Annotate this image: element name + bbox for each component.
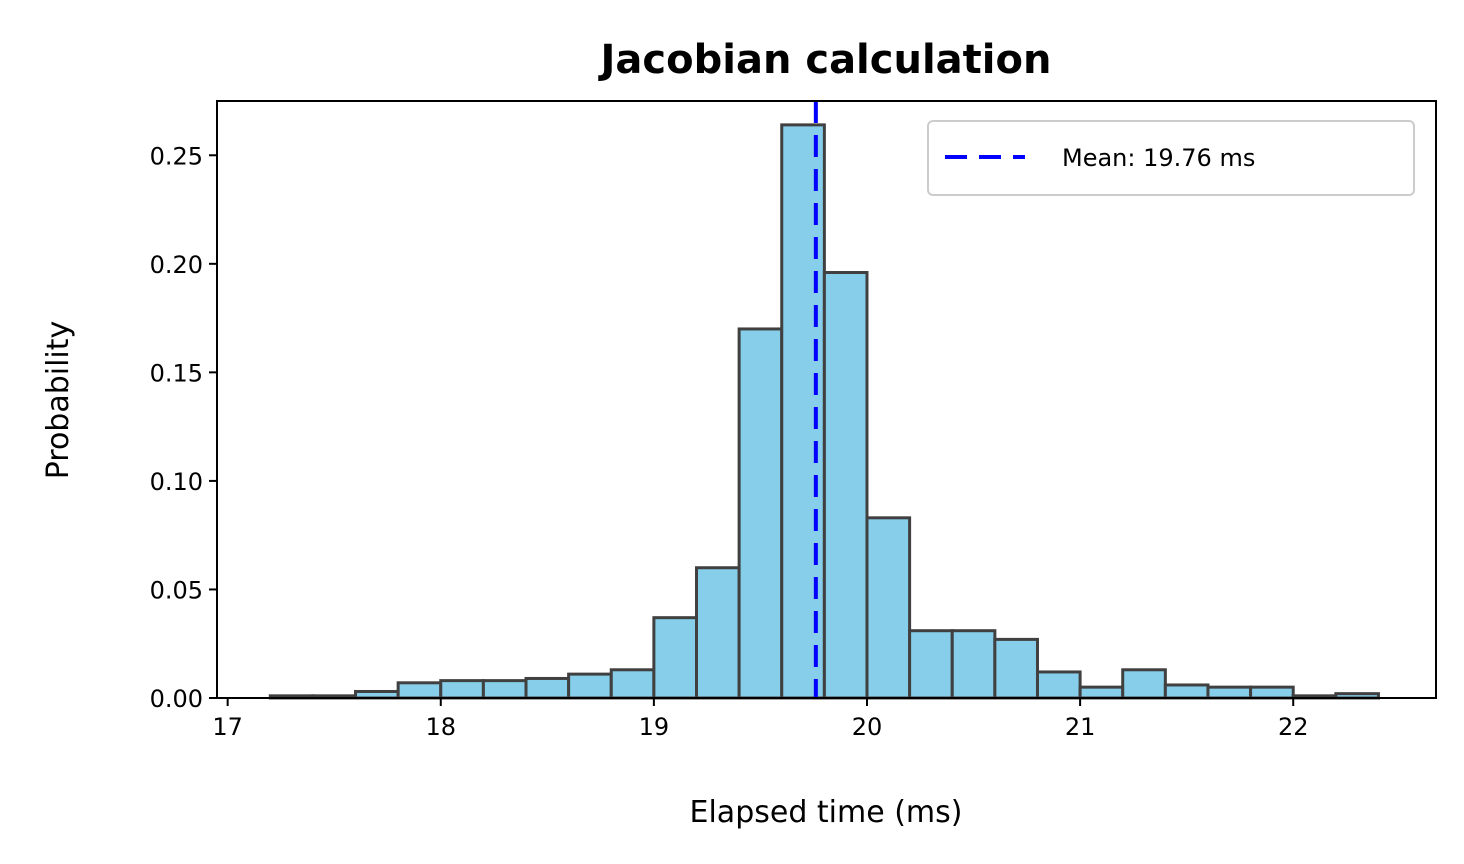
histogram-bar [1206,685,1253,700]
x-tick-label: 22 [1278,713,1309,741]
chart-title: Jacobian calculation [598,37,1052,83]
x-axis-label: Elapsed time (ms) [690,795,963,830]
histogram-bar [481,679,528,700]
bars-group [268,123,1380,700]
histogram-bar [1163,683,1210,700]
y-axis-ticks: 0.00 0.05 0.10 0.15 0.20 0.25 [150,142,217,713]
histogram-bar [567,672,613,700]
histogram-bar [950,629,997,700]
legend: Mean: 19.76 ms [927,120,1415,196]
histogram-bar [396,681,443,700]
histogram-bar [737,327,784,700]
histogram-bar [1078,685,1125,700]
histogram-bar [609,668,656,700]
legend-entry-mean: Mean: 19.76 ms [1062,144,1255,172]
histogram-bar [1035,670,1082,700]
x-tick-label: 17 [212,713,243,741]
histogram-bar [908,629,954,700]
histogram-bar [780,123,826,700]
histogram-bar [524,676,571,700]
y-tick-label: 0.25 [150,142,203,170]
histogram-bar [822,271,869,700]
x-tick-label: 18 [425,713,456,741]
x-axis-ticks: 17 18 19 20 21 22 [212,698,1308,741]
legend-box [927,120,1415,196]
y-tick-label: 0.15 [150,359,203,387]
y-tick-label: 0.20 [150,251,203,279]
y-tick-label: 0.10 [150,468,203,496]
histogram-bar [652,616,699,700]
y-tick-label: 0.05 [150,576,203,604]
histogram-bar [1121,668,1167,700]
histogram-bar [993,637,1039,700]
histogram-bar [1249,685,1295,700]
plot-frame [216,100,1437,699]
x-tick-label: 20 [852,713,883,741]
y-tick-label: 0.00 [150,685,203,713]
x-tick-label: 19 [639,713,670,741]
histogram-bar [439,679,485,700]
x-tick-label: 21 [1065,713,1096,741]
histogram-bar [695,566,741,700]
y-axis-label: Probability [41,321,76,480]
histogram-bar [865,516,912,700]
